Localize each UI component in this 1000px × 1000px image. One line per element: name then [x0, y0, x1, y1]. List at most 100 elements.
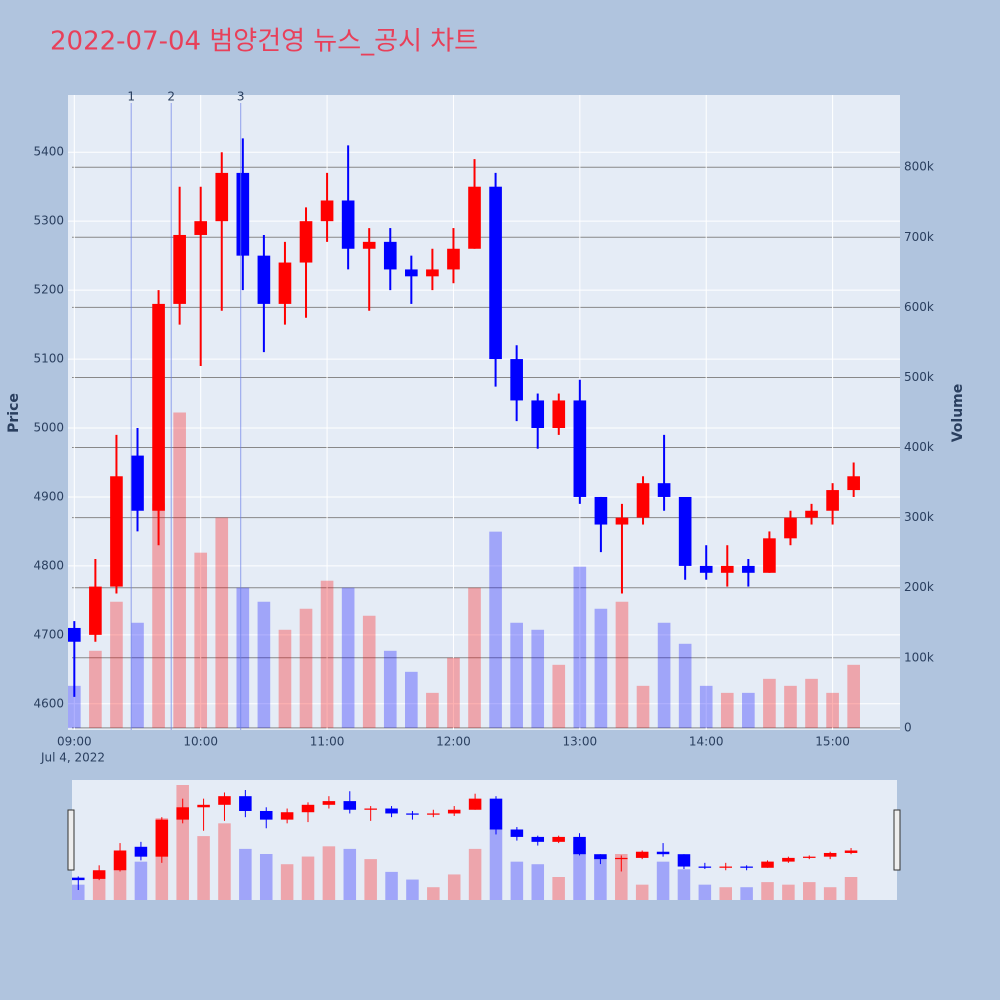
mini-volume-bar: [740, 887, 753, 900]
candle-body: [215, 172, 229, 222]
candle-body: [405, 269, 418, 277]
mini-candle-body: [761, 861, 774, 868]
mini-volume-bar: [385, 871, 398, 900]
mini-candle-body: [782, 857, 795, 862]
candle-body: [362, 241, 376, 249]
mini-candle-body: [635, 851, 649, 858]
volume-bar: [383, 650, 397, 728]
mini-candle-body: [510, 829, 524, 837]
mini-volume-bar: [134, 861, 148, 900]
volume-bar: [89, 650, 102, 728]
candle-body: [68, 627, 81, 642]
mini-volume-bar: [677, 869, 691, 900]
candle-body: [426, 269, 439, 277]
mini-volume-bar: [92, 871, 106, 900]
volume-bar: [636, 685, 650, 728]
candle-body: [468, 186, 481, 249]
x-tick-label: 11:00: [310, 735, 345, 749]
volume-bar: [131, 622, 144, 728]
volume-bar: [847, 664, 860, 728]
mini-volume-bar: [343, 848, 357, 900]
mini-volume-bar: [259, 854, 273, 900]
candle-body: [236, 172, 250, 256]
candle-body: [636, 483, 650, 518]
volume-bar: [615, 601, 629, 728]
mini-candle-body: [468, 798, 482, 810]
mini-volume-bar: [552, 877, 565, 900]
mini-volume-bar: [468, 848, 482, 900]
range-slider[interactable]: [72, 780, 897, 900]
mini-volume-bar: [489, 828, 503, 900]
x-tick-label: 13:00: [563, 735, 598, 749]
x-tick-label: 14:00: [689, 735, 724, 749]
volume-bar: [152, 503, 165, 728]
mini-candle-body: [552, 836, 565, 842]
y2-axis-label: Volume: [950, 384, 966, 443]
y-tick-label: 5300: [33, 214, 64, 228]
volume-bar: [236, 587, 250, 728]
mini-candle-body: [719, 866, 732, 868]
mini-volume-bar: [823, 887, 837, 900]
x-tick-label: 12:00: [436, 735, 471, 749]
mini-candle-body: [447, 809, 461, 814]
mini-volume-bar: [782, 884, 795, 900]
candle-body: [678, 496, 692, 566]
volume-bar: [215, 517, 229, 728]
y-tick-label: 4700: [33, 627, 64, 641]
volume-bar: [784, 685, 797, 728]
candle-body: [552, 400, 566, 429]
candle-body: [847, 476, 860, 491]
mini-candle-body: [176, 807, 189, 820]
candle-body: [89, 586, 102, 635]
candle-body: [110, 476, 123, 587]
slider-handle[interactable]: [67, 809, 75, 871]
mini-volume-bar: [301, 856, 315, 900]
candle-body: [510, 359, 523, 401]
mini-candle-body: [385, 808, 398, 814]
candle-body: [152, 303, 165, 511]
volume-bar: [426, 692, 439, 728]
mini-candle-body: [573, 836, 586, 855]
slider-handle[interactable]: [893, 809, 901, 871]
mini-candle-body: [531, 836, 545, 842]
y2-tick-label: 200k: [904, 580, 934, 594]
candle-body: [320, 200, 334, 222]
y-tick-label: 5100: [33, 352, 64, 366]
y-tick-label: 4600: [33, 696, 64, 710]
x-tick-label: 09:00: [57, 735, 92, 749]
volume-bar: [468, 587, 481, 728]
candle-body: [826, 490, 839, 511]
mini-volume-bar: [406, 879, 419, 900]
y-tick-label: 4800: [33, 558, 64, 572]
mini-volume-bar: [510, 861, 524, 900]
volume-bar: [110, 601, 123, 728]
volume-bar: [278, 629, 292, 728]
candle-body: [383, 241, 397, 270]
mini-candle-body: [803, 856, 816, 858]
mini-volume-bar: [364, 859, 377, 900]
volume-bar: [678, 643, 692, 728]
volume-bar: [173, 412, 186, 728]
volume-bar: [362, 615, 376, 728]
candle-body: [341, 200, 355, 249]
candle-body: [573, 400, 587, 497]
volume-bar: [341, 587, 355, 728]
candle-body: [805, 510, 818, 518]
y2-tick-label: 500k: [904, 370, 934, 384]
volume-bar: [510, 622, 523, 728]
candle-body: [131, 455, 144, 511]
candle-body: [699, 565, 713, 573]
mini-candle-body: [343, 801, 357, 810]
y2-tick-label: 400k: [904, 440, 934, 454]
x-date-label: Jul 4, 2022: [40, 751, 105, 765]
mini-candle-body: [218, 796, 231, 805]
mini-volume-bar: [803, 882, 816, 900]
mini-volume-bar: [239, 848, 252, 900]
volume-bar: [720, 692, 734, 728]
volume-bar: [573, 566, 587, 728]
y2-tick-label: 800k: [904, 160, 934, 174]
volume-bar: [68, 685, 81, 728]
mini-volume-bar: [531, 864, 545, 900]
mini-candle-body: [322, 801, 336, 805]
